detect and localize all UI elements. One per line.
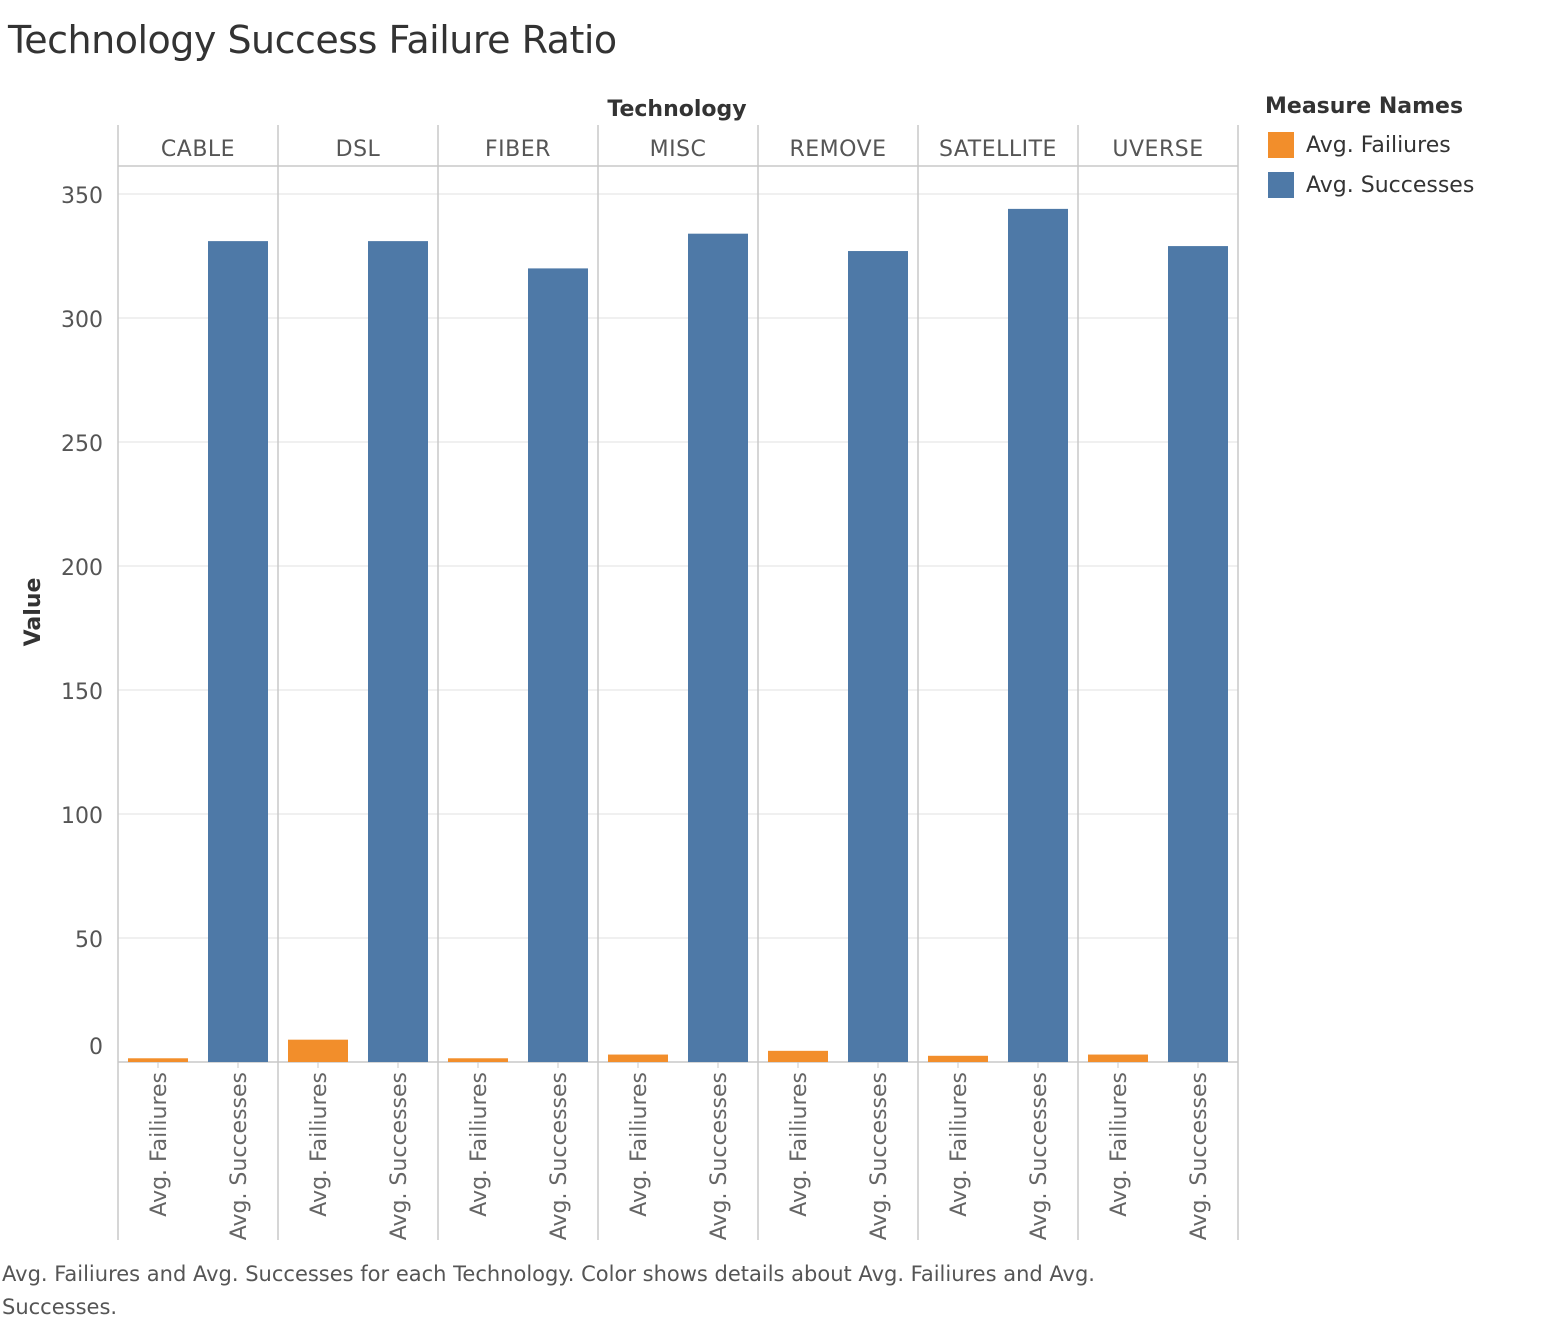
chart-caption: Avg. Failiures and Avg. Successes for ea…	[2, 1262, 1095, 1319]
category-header-remove: REMOVE	[789, 137, 886, 162]
bar-remove-failures[interactable]	[768, 1050, 828, 1062]
bar-satellite-successes[interactable]	[1008, 208, 1068, 1062]
bar-dsl-successes[interactable]	[368, 241, 428, 1062]
category-header-cable: CABLE	[161, 137, 235, 162]
y-tick-label: 50	[75, 928, 103, 953]
bar-uverse-successes[interactable]	[1168, 246, 1228, 1062]
column-headers: Technology CABLE DSL FIBER MISC REMOVE SATELL…	[161, 97, 1203, 162]
bar-fiber-failures[interactable]	[448, 1058, 508, 1062]
category-header-uverse: UVERSE	[1112, 137, 1203, 162]
bar-misc-successes[interactable]	[688, 233, 748, 1062]
x-tick-label: Avg. Successes	[707, 1072, 732, 1240]
x-tick-label: Avg. Failiures	[307, 1072, 332, 1217]
bar-remove-successes[interactable]	[848, 251, 908, 1063]
legend-swatch-successes	[1268, 172, 1294, 198]
category-header-misc: MISC	[650, 137, 707, 162]
category-header-fiber: FIBER	[485, 137, 551, 162]
x-tick-label: Avg. Successes	[867, 1072, 892, 1240]
category-header-satellite: SATELLITE	[939, 137, 1057, 162]
legend-item-successes[interactable]: Avg. Successes	[1265, 165, 1535, 205]
x-tick-label: Avg. Successes	[387, 1072, 412, 1240]
legend: Measure Names Avg. Failiures Avg. Succes…	[1265, 94, 1535, 205]
y-axis-label: Value	[21, 578, 46, 647]
bar-uverse-failures[interactable]	[1088, 1054, 1148, 1062]
bar-fiber-successes[interactable]	[528, 268, 588, 1062]
x-tick-label: Avg. Failiures	[147, 1072, 172, 1217]
legend-label-failures: Avg. Failiures	[1306, 132, 1451, 158]
x-tick-label: Avg. Failiures	[787, 1072, 812, 1217]
gridlines	[118, 193, 1238, 939]
bar-satellite-failures[interactable]	[928, 1055, 988, 1062]
bars	[128, 208, 1228, 1063]
chart-title: Technology Success Failure Ratio	[8, 18, 617, 62]
x-tick-label: Avg. Failiures	[947, 1072, 972, 1217]
y-axis: Value 0 50 100 150 200 250 300 350	[21, 184, 103, 1060]
bar-cable-successes[interactable]	[208, 241, 268, 1062]
x-tick-label: Avg. Successes	[227, 1072, 252, 1240]
x-tick-label: Avg. Failiures	[467, 1072, 492, 1217]
x-tick-label: Avg. Failiures	[1107, 1072, 1132, 1217]
bar-dsl-failures[interactable]	[288, 1039, 348, 1062]
y-tick-label: 0	[89, 1035, 103, 1060]
legend-swatch-failures	[1268, 132, 1294, 158]
legend-item-failures[interactable]: Avg. Failiures	[1265, 125, 1535, 165]
x-axis-labels: Avg. Failiures Avg. Successes Avg. Failiur…	[147, 1072, 1212, 1240]
bar-misc-failures[interactable]	[608, 1054, 668, 1062]
panel-frame	[117, 125, 1239, 1240]
legend-title: Measure Names	[1265, 94, 1464, 119]
legend-label-successes: Avg. Successes	[1306, 172, 1475, 198]
bar-cable-failures[interactable]	[128, 1058, 188, 1062]
x-tick-label: Avg. Failiures	[627, 1072, 652, 1217]
x-tick-label: Avg. Successes	[1187, 1072, 1212, 1240]
category-header-dsl: DSL	[336, 137, 381, 162]
y-tick-label: 200	[61, 556, 103, 581]
y-tick-label: 100	[61, 804, 103, 829]
x-tick-label: Avg. Successes	[547, 1072, 572, 1240]
y-tick-label: 250	[61, 432, 103, 457]
column-header-title: Technology	[607, 97, 746, 122]
x-tick-label: Avg. Successes	[1027, 1072, 1052, 1240]
y-tick-label: 350	[61, 184, 103, 209]
y-tick-label: 150	[61, 680, 103, 705]
y-tick-label: 300	[61, 308, 103, 333]
